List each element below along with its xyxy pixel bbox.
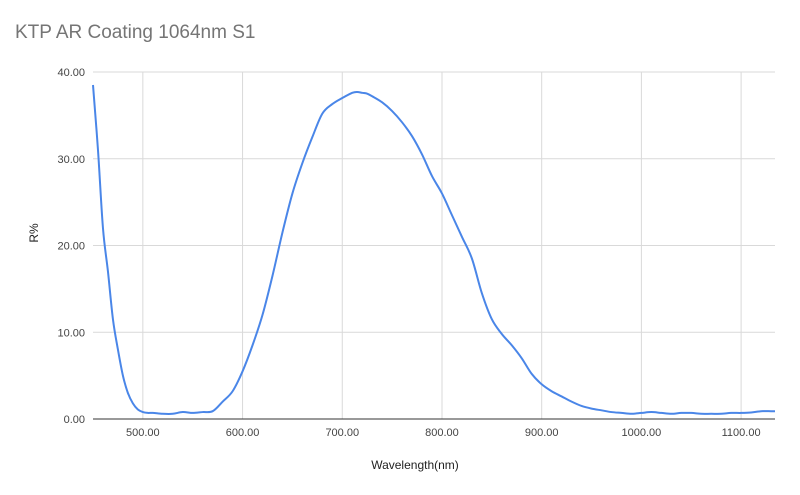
x-tick-label: 500.00 (126, 427, 160, 439)
x-tick-label: 1000.00 (622, 427, 662, 439)
y-tick-label: 30.00 (57, 154, 85, 166)
gridlines (93, 71, 775, 419)
series-group (92, 84, 775, 415)
x-axis-ticks: 500.00 600.00 700.00 800.00 900.00 1000.00 110… (126, 427, 761, 439)
y-tick-label: 10.00 (57, 327, 85, 339)
y-axis-ticks: 0.00 10.00 20.00 30.00 40.00 (57, 67, 85, 426)
y-tick-label: 20.00 (57, 241, 85, 253)
x-axis-title: Wavelength(nm) (371, 458, 459, 472)
y-tick-label: 40.00 (57, 67, 85, 79)
y-tick-label: 0.00 (64, 414, 85, 426)
x-tick-label: 900.00 (525, 427, 559, 439)
chart-title: KTP AR Coating 1064nm S1 (15, 22, 256, 43)
x-tick-label: 700.00 (325, 427, 359, 439)
x-tick-label: 1100.00 (722, 427, 761, 439)
x-tick-label: 800.00 (425, 427, 459, 439)
series-line (92, 84, 775, 415)
x-tick-label: 600.00 (226, 427, 260, 439)
